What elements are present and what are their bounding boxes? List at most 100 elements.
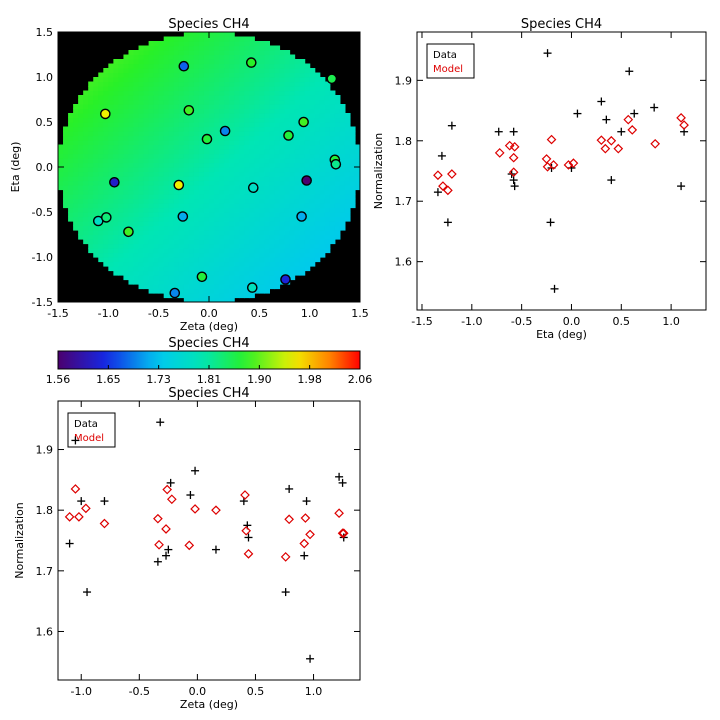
zeta-data-point — [162, 551, 171, 560]
eta-model-point — [508, 152, 519, 163]
zeta-data-point — [186, 491, 195, 500]
eta-ytick-label: 1.9 — [395, 74, 413, 87]
eta-data-point — [625, 67, 634, 76]
eta-xtick-label: -1.5 — [411, 315, 432, 328]
eta-ylabel: Normalization — [372, 133, 385, 209]
zeta-data-point — [211, 545, 220, 554]
eta-model-point — [627, 125, 638, 135]
zeta-model-point — [280, 552, 291, 562]
zeta-data-point — [285, 484, 294, 493]
zeta-model-point — [162, 484, 173, 495]
eta-xtick-label: -1.0 — [461, 315, 482, 328]
zeta-model-point — [241, 525, 252, 536]
eta-xtick-label: 0.5 — [613, 315, 631, 328]
map-data-point — [301, 175, 312, 186]
eta-data-point — [677, 182, 686, 191]
eta-xtick-label: 0.0 — [563, 315, 581, 328]
zeta-ytick-label: 1.8 — [36, 504, 54, 517]
eta-data-point — [602, 115, 611, 124]
zeta-data-point — [306, 654, 315, 663]
zeta-data-point — [77, 497, 86, 506]
zeta-model-point — [166, 494, 177, 505]
map-data-point — [173, 179, 185, 191]
eta-data-point — [607, 176, 616, 185]
eta-data-point — [617, 127, 626, 136]
eta-title: Species CH4 — [521, 17, 602, 32]
zeta-model-point — [153, 513, 163, 524]
eta-data-point — [443, 218, 452, 227]
zeta-data-point — [164, 545, 173, 554]
colorbar-tick-label: 1.65 — [96, 373, 121, 386]
map-ytick-label: 0.5 — [36, 116, 54, 129]
zeta-ytick-label: 1.7 — [36, 565, 54, 578]
eta-model-point — [504, 140, 515, 151]
eta-data-point — [509, 176, 518, 185]
zeta-data-point — [166, 478, 175, 487]
zeta-data-point — [300, 551, 309, 560]
zeta-data-point — [244, 533, 253, 542]
eta-model-point — [568, 158, 579, 168]
map-ytick-label: 1.5 — [36, 26, 54, 39]
zeta-data-point — [338, 478, 347, 487]
map-xtick-label: 0.0 — [200, 307, 218, 320]
map-data-point — [201, 133, 213, 145]
zeta-model-point — [64, 511, 75, 522]
map-data-point — [123, 226, 134, 238]
zeta-model-point — [70, 484, 81, 494]
map-data-point — [246, 282, 258, 293]
eta-legend-model: Model — [433, 64, 463, 75]
map-xlabel: Zeta (deg) — [180, 320, 238, 333]
eta-data-point — [650, 103, 659, 112]
map-data-point — [177, 211, 189, 222]
map-data-point — [219, 125, 231, 137]
eta-model-point — [508, 167, 519, 178]
map-data-point — [101, 212, 112, 223]
eta-xtick-label: 1.0 — [662, 315, 680, 328]
map-ylabel: Eta (deg) — [9, 142, 22, 193]
zeta-data-point — [65, 539, 74, 548]
eta-model-point — [509, 141, 520, 152]
map-data-point — [100, 108, 111, 120]
map-data-point — [280, 274, 291, 285]
zeta-data-point — [153, 557, 162, 566]
zeta-model-point — [284, 514, 294, 525]
eta-model-point — [613, 143, 624, 154]
eta-model-point — [606, 135, 617, 146]
eta-data-point — [546, 218, 555, 227]
zeta-xlabel: Zeta (deg) — [180, 698, 238, 711]
eta-model-point — [548, 160, 559, 170]
zeta-legend-model: Model — [74, 433, 104, 444]
zeta-model-point — [161, 524, 171, 534]
eta-model-point — [623, 114, 634, 125]
zeta-model-point — [337, 528, 348, 539]
eta-ytick-label: 1.7 — [395, 195, 413, 208]
zeta-xtick-label: -1.0 — [70, 685, 91, 698]
zeta-model-point — [99, 518, 110, 529]
map-ytick-label: 0.0 — [36, 161, 54, 174]
zeta-legend — [67, 412, 116, 448]
eta-model-point — [596, 135, 607, 146]
zeta-xtick-label: 0.0 — [189, 685, 207, 698]
zeta-frame — [57, 400, 361, 681]
map-data-point — [245, 57, 257, 68]
eta-model-point — [541, 154, 552, 164]
zeta-data-point — [281, 588, 290, 597]
map-title: Species CH4 — [168, 17, 249, 32]
zeta-xtick-label: -0.5 — [129, 685, 150, 698]
zeta-model-point — [300, 513, 311, 523]
zeta-model-point — [190, 504, 200, 514]
zeta-data-point — [156, 418, 165, 427]
map-data-point — [298, 116, 309, 128]
map-data-point — [109, 176, 120, 188]
colorbar-tick-label: 1.81 — [197, 373, 222, 386]
map-xtick-label: 1.5 — [351, 307, 369, 320]
map-data-point — [330, 158, 342, 170]
eta-model-point — [679, 120, 689, 130]
eta-data-point — [509, 127, 518, 136]
zeta-data-point — [302, 497, 311, 506]
eta-data-point — [510, 182, 519, 191]
eta-model-point — [438, 181, 448, 191]
zeta-legend-data: Data — [74, 419, 98, 430]
colorbar-tick-label: 2.06 — [348, 373, 373, 386]
